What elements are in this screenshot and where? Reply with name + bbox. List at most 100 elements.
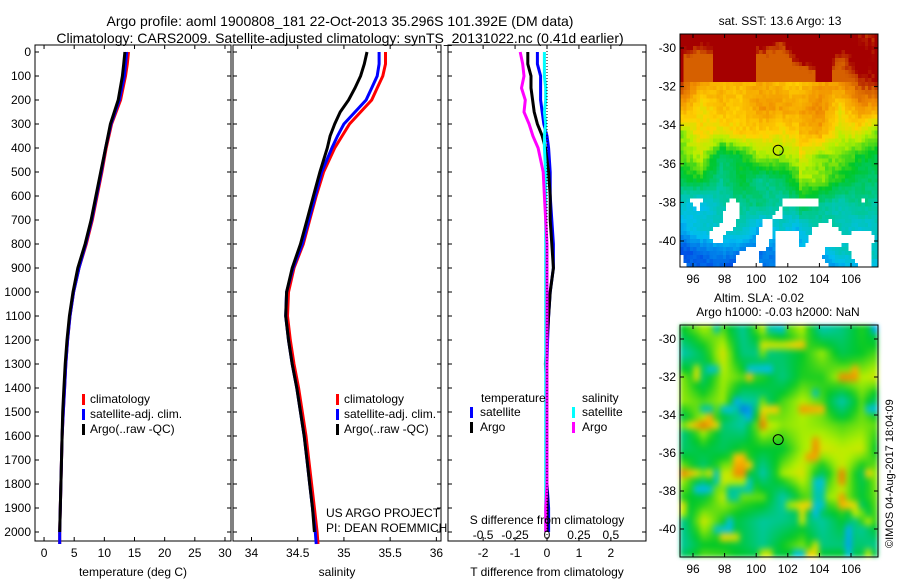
depth-tick-label: 400: [11, 141, 31, 155]
x-tick-label: -2: [478, 546, 489, 560]
depth-tick-label: 1500: [4, 405, 31, 419]
map-lon-label: 106: [841, 562, 861, 576]
series-line-argo-raw-qc-: [58, 51, 127, 533]
depth-tick-label: 1100: [5, 309, 31, 323]
s-diff-axis-label: S difference from climatology: [470, 513, 625, 527]
x-tick-label: 35.5: [378, 546, 402, 560]
depth-tick-label: 1600: [4, 429, 31, 443]
s-diff-tick-label: 0.5: [603, 528, 620, 542]
s-diff-tick-label: 0: [544, 528, 551, 542]
depth-tick-label: 0: [24, 45, 31, 59]
depth-tick-label: 600: [11, 189, 31, 203]
panel-frame: [34, 44, 232, 542]
map-lon-label: 104: [809, 272, 829, 286]
map-lon-label: 102: [778, 272, 798, 286]
map-lon-label: 96: [686, 562, 700, 576]
depth-tick-label: 300: [11, 117, 31, 131]
x-tick-label: 0: [544, 546, 551, 560]
s-diff-tick-label: -0.5: [473, 528, 494, 542]
map-frame: [679, 324, 879, 558]
x-tick-label: 0: [41, 546, 48, 560]
sst-map: [680, 34, 878, 267]
x-tick-label: 20: [158, 546, 172, 560]
profile-panel-3: -2 -1 0 1 2 T difference from climatology temp…: [447, 44, 647, 579]
x-tick-label: 10: [98, 546, 112, 560]
s-diff-tick-label: -0.25: [501, 528, 529, 542]
credit-line-2: PI: DEAN ROEMMICH: [326, 521, 447, 535]
x-axis-label: salinity: [319, 565, 356, 579]
series-line-argo-raw-qc-: [284, 51, 369, 533]
map-lat-label: -30: [659, 332, 677, 346]
profile-panel-1: 0100200300400500600700800900100011001200…: [4, 44, 232, 579]
profile-panel-2: 34 34.5 35 35.5 36 salinity climatologysatelli…: [232, 44, 444, 579]
x-tick-label: 36: [430, 546, 444, 560]
argo-location-marker: [772, 434, 784, 446]
map-axes-1: 96 98 100 102 104 106 -30 -32 -34 -36 -38 -40: [659, 33, 879, 286]
legend-swatch: [336, 394, 339, 405]
legend-label: climatology: [90, 392, 150, 406]
legend-swatch: [82, 424, 85, 435]
sla-map-subtitle: Argo h1000: -0.03 h2000: NaN: [696, 305, 859, 319]
legend-swatch: [336, 409, 339, 420]
map-lat-label: -38: [659, 195, 677, 209]
map-frame: [679, 33, 879, 268]
x-tick-label: -1: [510, 546, 521, 560]
map-lon-label: 98: [718, 272, 732, 286]
map-lat-label: -40: [659, 522, 677, 536]
x-tick-label: 30: [218, 546, 232, 560]
map-lon-label: 106: [841, 272, 861, 286]
map-lat-label: -40: [659, 234, 677, 248]
panel-frame: [232, 44, 442, 542]
argo-location-marker: [772, 144, 784, 156]
depth-tick-label: 500: [11, 165, 31, 179]
map-lat-label: -30: [659, 41, 677, 55]
depth-tick-label: 800: [11, 237, 31, 251]
map-lon-label: 102: [778, 562, 798, 576]
legend-label: satellite: [480, 405, 521, 419]
title-line-2: Climatology: CARS2009. Satellite-adjuste…: [56, 30, 623, 46]
x-axis-label: T difference from climatology: [470, 565, 624, 579]
depth-tick-label: 1300: [4, 357, 31, 371]
legend-label: Argo(..raw -QC): [344, 422, 429, 436]
depth-tick-label: 900: [11, 261, 31, 275]
legend-label: satellite-adj. clim.: [90, 407, 182, 421]
legend-title-salinity: salinity: [582, 391, 619, 405]
sst-map-title: sat. SST: 13.6 Argo: 13: [719, 14, 842, 28]
depth-tick-label: 200: [11, 93, 31, 107]
timestamp-stamp: ©IMOS 04-Aug-2017 18:04:09: [884, 399, 896, 548]
depth-tick-label: 1900: [4, 501, 31, 515]
title-line-1: Argo profile: aoml 1900808_181 22-Oct-20…: [107, 13, 574, 29]
legend-label: Argo(..raw -QC): [90, 422, 175, 436]
legend-label: climatology: [344, 392, 404, 406]
legend-label: satellite-adj. clim.: [344, 407, 436, 421]
s-diff-tick-label: 0.25: [567, 528, 591, 542]
legend-swatch: [572, 407, 575, 418]
legend-swatch: [572, 422, 575, 433]
x-tick-label: 34: [245, 546, 259, 560]
depth-tick-label: 2000: [4, 525, 31, 539]
map-lat-label: -32: [659, 370, 677, 384]
legend-label: Argo: [582, 420, 608, 434]
depth-tick-label: 1200: [4, 333, 31, 347]
map-lat-label: -36: [659, 157, 677, 171]
map-lon-label: 98: [718, 562, 732, 576]
legend-swatch: [470, 422, 473, 433]
map-lat-label: -34: [659, 408, 677, 422]
map-lat-label: -34: [659, 118, 677, 132]
sla-map: [680, 325, 878, 557]
x-tick-label: 1: [576, 546, 583, 560]
legend-label: Argo: [480, 420, 506, 434]
map-lon-label: 100: [746, 272, 766, 286]
x-axis-label: temperature (deg C): [79, 565, 187, 579]
depth-tick-label: 1700: [4, 453, 31, 467]
map-lat-label: -32: [659, 80, 677, 94]
legend-swatch: [82, 394, 85, 405]
map-lat-label: -36: [659, 446, 677, 460]
depth-tick-label: 1400: [4, 381, 31, 395]
map-lon-label: 96: [686, 272, 700, 286]
depth-tick-label: 700: [11, 213, 31, 227]
x-tick-label: 2: [608, 546, 615, 560]
